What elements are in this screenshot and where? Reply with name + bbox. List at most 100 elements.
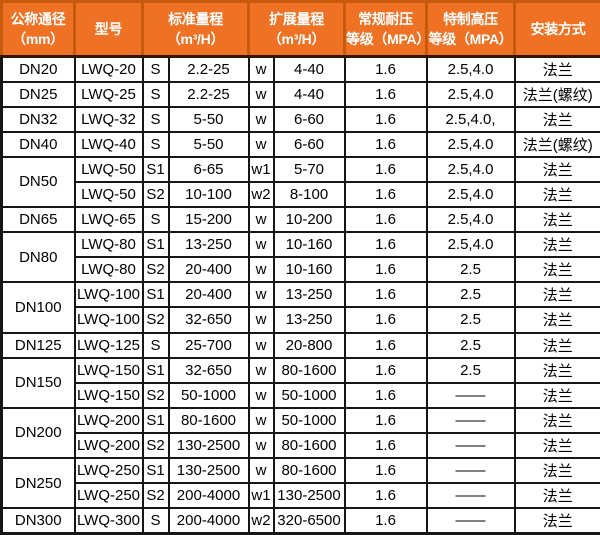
table-cell: 1.6 <box>343 130 428 158</box>
table-cell: DN80 <box>0 231 76 284</box>
table-cell: 法兰 <box>513 482 600 510</box>
table-row: DN50 LWQ-50 S1 6-65 w1 5-70 1.6 2.5,4.0 法兰 <box>0 155 600 209</box>
table-cell: 法兰 <box>513 105 600 133</box>
table-cell: 5-50 <box>167 130 250 158</box>
table-cell: w1 <box>247 155 275 183</box>
table-cell: S2 <box>141 306 170 334</box>
table-cell: 8-100 <box>272 180 346 209</box>
table-cell: 法兰 <box>513 356 600 384</box>
table-header: 公称通径 （mm） 型号 标准量程 （m³/H） 扩展量程 （m³/H） 常规耐… <box>0 0 600 58</box>
table-cell: DN65 <box>0 206 76 234</box>
table-cell: DN250 <box>0 456 76 510</box>
header-nominal-diameter: 公称通径 （mm） <box>0 0 76 58</box>
header-special-pressure: 特制高压 等级（MPA） <box>425 0 516 58</box>
table-cell: 1.6 <box>343 281 428 309</box>
table-cell: LWQ-200 <box>73 431 144 460</box>
table-cell: LWQ-250 <box>73 482 144 510</box>
table-row: DN25 LWQ-25 S 2.2-25 w 4-40 1.6 2.5,4.0 法兰(螺纹) <box>0 80 600 108</box>
table-row: DN200 LWQ-200 S1 80-1600 w 50-1000 1.6 —— 法兰 <box>0 406 600 460</box>
table-cell: S1 <box>141 281 170 309</box>
table-cell: S1 <box>141 356 170 384</box>
table-cell: LWQ-200 <box>73 406 144 434</box>
table-cell: S1 <box>141 155 170 183</box>
table-cell: LWQ-40 <box>73 130 144 158</box>
table-cell: 1.6 <box>343 80 428 108</box>
table-cell: 1.6 <box>343 331 428 359</box>
table-cell: 10-160 <box>272 256 346 284</box>
table-cell: DN50 <box>0 155 76 209</box>
header-standard-range: 标准量程 （m³/H） <box>141 0 250 58</box>
table-cell: 10-160 <box>272 231 346 259</box>
table-cell: S2 <box>141 482 170 510</box>
table-cell: LWQ-100 <box>73 281 144 309</box>
table-row: DN100 LWQ-100 S1 20-400 w 13-250 1.6 2.5 法兰 <box>0 281 600 334</box>
table-cell: DN200 <box>0 406 76 460</box>
table-cell: 法兰(螺纹) <box>513 80 600 108</box>
table-cell: —— <box>425 456 516 485</box>
table-cell: 法兰 <box>513 456 600 485</box>
table-cell: w <box>247 331 275 359</box>
header-normal-pressure: 常规耐压 等级（MPA） <box>343 0 428 58</box>
table-cell: w2 <box>247 507 275 535</box>
table-cell: 20-400 <box>167 256 250 284</box>
table-row: LWQ-200 S2 130-2500 w 80-1600 1.6 —— 法兰 <box>2 431 600 460</box>
header-extended-range: 扩展量程 （m³/H） <box>247 0 346 58</box>
table-cell: LWQ-150 <box>73 356 144 384</box>
table-cell: 1.6 <box>343 431 428 460</box>
table-row: DN32 LWQ-32 S 5-50 w 6-60 1.6 2.5,4.0, 法兰 <box>0 105 600 133</box>
table-cell: LWQ-50 <box>73 180 144 209</box>
table-cell: —— <box>425 507 516 535</box>
table-cell: 法兰 <box>513 231 600 259</box>
table-cell: w <box>247 105 275 133</box>
table-cell: 1.6 <box>343 55 428 83</box>
table-cell: 2.5 <box>425 331 516 359</box>
table-cell: LWQ-250 <box>73 456 144 485</box>
table-cell: LWQ-300 <box>73 507 144 535</box>
table-row: LWQ-250 S2 200-4000 w1 130-2500 1.6 —— 法兰 <box>2 482 600 510</box>
table-cell: w <box>247 55 275 83</box>
table-cell: S2 <box>141 381 170 409</box>
table-cell: —— <box>425 431 516 460</box>
table-cell: 2.5,4.0 <box>425 130 516 158</box>
table-row: DN40 LWQ-40 S 5-50 w 6-60 1.6 2.5,4.0 法兰(螺纹) <box>0 130 600 158</box>
table-cell: 2.5,4.0 <box>425 231 516 259</box>
header-model: 型号 <box>73 0 144 58</box>
table-cell: 2.2-25 <box>167 80 250 108</box>
table-cell: w1 <box>247 482 275 510</box>
table-cell: DN125 <box>0 331 76 359</box>
table-cell: 10-100 <box>167 180 250 209</box>
table-cell: 13-250 <box>272 281 346 309</box>
table-cell: 1.6 <box>343 306 428 334</box>
table-cell: 法兰(螺纹) <box>513 130 600 158</box>
table-cell: S <box>141 331 170 359</box>
table-cell: w <box>247 306 275 334</box>
table-cell: 80-1600 <box>272 356 346 384</box>
table-cell: DN150 <box>0 356 76 409</box>
table-cell: 50-1000 <box>272 381 346 409</box>
table-cell: 5-50 <box>167 105 250 133</box>
table-cell: S1 <box>141 406 170 434</box>
table-row: LWQ-150 S2 50-1000 w 50-1000 1.6 —— 法兰 <box>2 381 600 409</box>
table-cell: 6-65 <box>167 155 250 183</box>
table-cell: S1 <box>141 231 170 259</box>
table-cell: LWQ-25 <box>73 80 144 108</box>
table-cell: —— <box>425 381 516 409</box>
table-cell: LWQ-50 <box>73 155 144 183</box>
table-cell: 法兰 <box>513 406 600 434</box>
table-cell: 1.6 <box>343 206 428 234</box>
table-cell: w <box>247 456 275 485</box>
table-cell: 1.6 <box>343 105 428 133</box>
table-cell: 1.6 <box>343 381 428 409</box>
table-cell: w <box>247 431 275 460</box>
table-cell: w <box>247 406 275 434</box>
table-row: LWQ-100 S2 32-650 w 13-250 1.6 2.5 法兰 <box>2 306 600 334</box>
table-cell: DN40 <box>0 130 76 158</box>
table-cell: S <box>141 507 170 535</box>
table-cell: DN32 <box>0 105 76 133</box>
table-cell: S1 <box>141 456 170 485</box>
table-cell: LWQ-80 <box>73 256 144 284</box>
table-cell: w <box>247 381 275 409</box>
table-cell: 1.6 <box>343 456 428 485</box>
